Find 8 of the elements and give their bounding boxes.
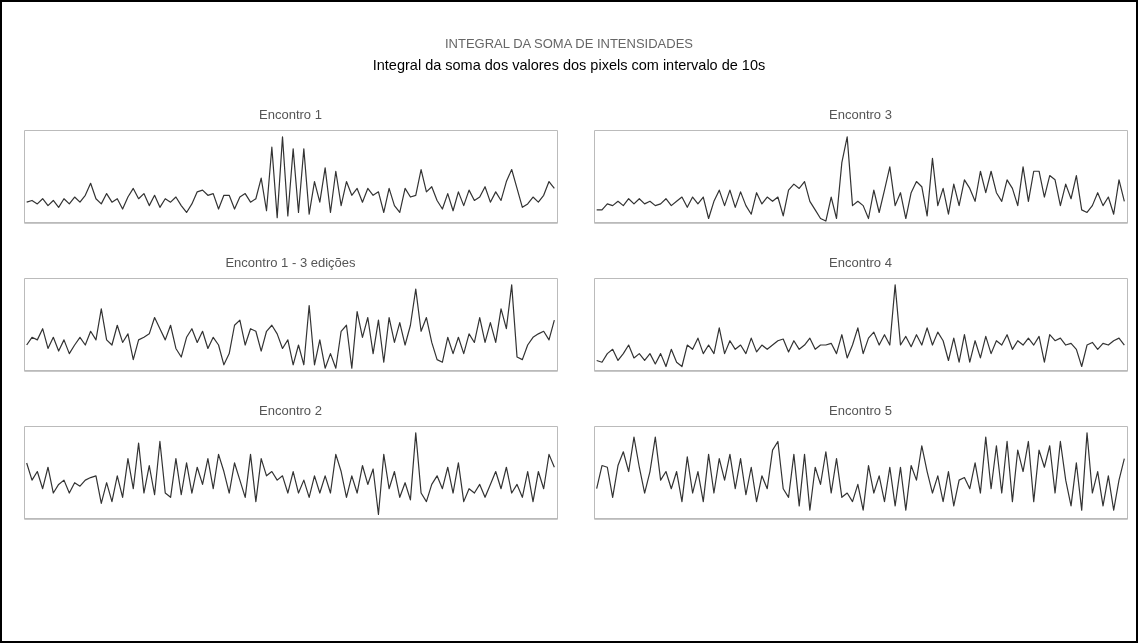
chart-title: Encontro 2 xyxy=(258,402,323,420)
chart-title: Encontro 5 xyxy=(828,402,893,420)
text: Integral da soma dos valores dos pixels com intervalo de 10s xyxy=(371,57,767,73)
chart-title: Encontro 3 xyxy=(828,106,893,124)
chart-title: Encontro 1 xyxy=(258,106,323,124)
chart-title: Encontro 1 - 3 edições xyxy=(224,254,357,272)
chart-title: Encontro 4 xyxy=(828,254,893,272)
text: INTEGRAL DA SOMA DE INTENSIDADES xyxy=(444,36,694,51)
